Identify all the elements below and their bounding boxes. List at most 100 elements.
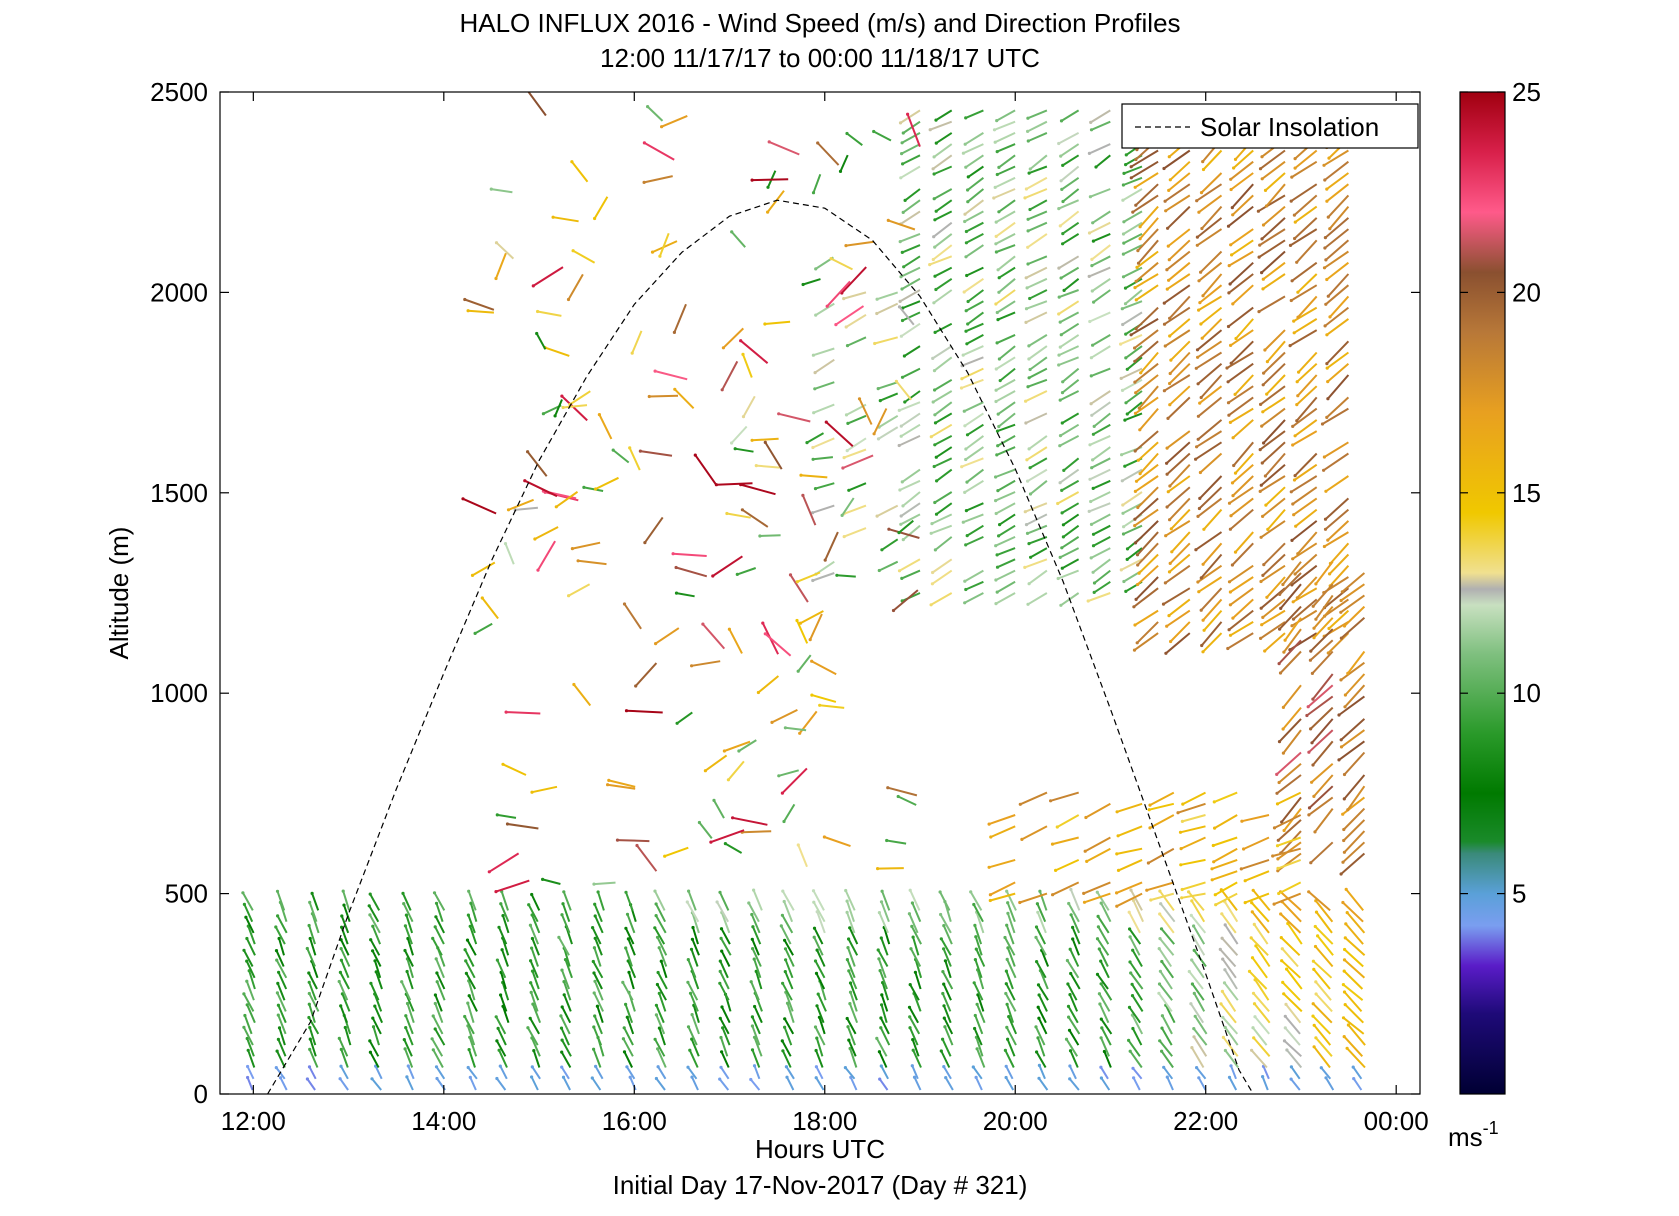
wind-vector (1274, 814, 1302, 829)
wind-vector (1135, 374, 1159, 394)
wind-vector-head (404, 913, 408, 917)
wind-vector-head (1122, 525, 1126, 529)
wind-vector (1306, 695, 1334, 717)
wind-vector (1069, 948, 1080, 967)
wind-vector-head (1260, 424, 1264, 428)
wind-vector-head (624, 709, 629, 713)
wind-vector (719, 970, 730, 990)
wind-vector (1340, 661, 1365, 681)
wind-vector (1252, 889, 1271, 912)
wind-vector-head (1221, 957, 1225, 961)
wind-vector (560, 1051, 572, 1068)
wind-vector (806, 432, 824, 444)
wind-vector-head (339, 958, 343, 962)
wind-vector-head (432, 891, 437, 895)
wind-vector (658, 1027, 666, 1046)
wind-vector (1037, 1017, 1048, 1035)
wind-vector (730, 231, 746, 248)
wind-vector (909, 889, 921, 911)
wind-vector (965, 221, 984, 233)
wind-vector (591, 927, 602, 945)
wind-vector (751, 1049, 761, 1068)
wind-vector (431, 1038, 444, 1057)
wind-vector (1315, 561, 1334, 585)
wind-vector (1125, 345, 1143, 359)
wind-vector (1037, 1037, 1046, 1057)
wind-vector-head (526, 89, 529, 92)
wind-vector (569, 390, 591, 406)
wind-vector-head (1091, 221, 1095, 225)
wind-vector (998, 266, 1016, 279)
wind-vector (1200, 587, 1223, 611)
wind-vector-head (337, 979, 341, 984)
wind-vector (1220, 913, 1237, 934)
wind-vector-head (1071, 937, 1075, 941)
wind-vector-head (340, 914, 344, 918)
wind-vector-head (1293, 220, 1297, 224)
wind-vector-head (607, 778, 611, 783)
wind-vector (1229, 407, 1254, 424)
wind-vector (1098, 1003, 1110, 1024)
wind-vector (817, 993, 827, 1012)
wind-vector-head (848, 1002, 852, 1006)
wind-vector-head (656, 1065, 660, 1069)
wind-vector-head (1161, 602, 1166, 606)
wind-vector (1327, 362, 1350, 383)
wind-vector-head (1229, 187, 1233, 192)
wind-vector-head (434, 915, 438, 919)
wind-vector-head (758, 534, 762, 538)
wind-vector (405, 993, 415, 1012)
wind-vector-head (741, 352, 745, 356)
wind-vector-head (1125, 412, 1129, 416)
wind-vector-head (848, 981, 853, 985)
wind-vector (1252, 1027, 1268, 1046)
wind-vector (529, 982, 540, 1001)
wind-vector-head (1320, 422, 1325, 426)
wind-vector-head (1326, 538, 1330, 542)
wind-vector (753, 1036, 763, 1057)
wind-vector (1345, 888, 1364, 912)
wind-vector-head (997, 165, 1001, 169)
wind-vector-head (1134, 157, 1138, 162)
wind-vector (660, 960, 668, 979)
wind-vector (965, 435, 984, 450)
wind-vector-head (1281, 727, 1285, 731)
wind-vector (562, 891, 572, 911)
wind-vector (1161, 1015, 1173, 1035)
wind-vector (1027, 524, 1048, 535)
wind-vector-head (1136, 505, 1140, 510)
wind-vector-head (906, 112, 910, 116)
wind-vector-head (406, 1064, 410, 1068)
wind-vector-head (431, 1048, 435, 1052)
wind-vector (560, 1015, 571, 1035)
wind-vector-head (530, 1065, 534, 1069)
wind-vector (1093, 580, 1111, 594)
wind-vector (1312, 673, 1334, 700)
wind-vector (1226, 351, 1254, 369)
wind-vector-head (1087, 151, 1091, 155)
wind-vector (935, 446, 953, 459)
wind-vector-head (943, 959, 948, 963)
wind-vector (1062, 524, 1080, 538)
wind-vector-head (1280, 959, 1284, 963)
wind-vector (751, 1025, 761, 1046)
wind-vector (747, 902, 760, 923)
wind-vector-head (625, 912, 630, 916)
wind-vector (1134, 508, 1159, 527)
wind-vector (658, 232, 670, 257)
wind-vector (1027, 120, 1048, 133)
wind-vector (1265, 486, 1286, 506)
wind-vector-head (1006, 901, 1010, 905)
wind-vector (1343, 807, 1366, 831)
wind-vector (276, 983, 286, 1001)
wind-vector-head (894, 379, 899, 383)
wind-vector (965, 244, 984, 258)
wind-vector (783, 939, 794, 956)
wind-vector-head (241, 891, 245, 895)
wind-vector (1279, 650, 1302, 674)
wind-vector (1340, 617, 1366, 639)
wind-vector (1071, 938, 1080, 956)
wind-vector (933, 165, 953, 175)
wind-vector (1327, 520, 1350, 541)
wind-vector-head (1124, 401, 1128, 405)
